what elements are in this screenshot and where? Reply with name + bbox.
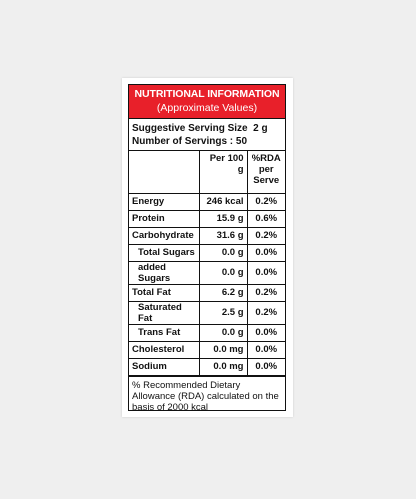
nutrient-rda: 0.0% (246, 357, 285, 376)
label-title: NUTRITIONAL INFORMATION (134, 88, 280, 100)
label-header: NUTRITIONAL INFORMATION (Approximate Val… (129, 85, 285, 119)
nutrient-per-100g: 15.9 g (198, 209, 248, 228)
table-row: Saturated Fat 2.5 g 0.2% (129, 300, 285, 325)
nutrition-panel: NUTRITIONAL INFORMATION (Approximate Val… (128, 84, 286, 413)
nutrient-name: Carbohydrate (129, 226, 200, 245)
nutrient-per-100g: 31.6 g (198, 226, 248, 245)
table-row: Carbohydrate 31.6 g 0.2% (129, 226, 285, 245)
nutrient-name: Trans Fat (129, 323, 200, 342)
label-subtitle: (Approximate Values) (156, 102, 258, 114)
nutrient-name: Saturated Fat (129, 300, 200, 325)
nutrient-name: Sodium (129, 357, 200, 376)
rda-footnote: % Recommended Dietary Allowance (RDA) ca… (129, 375, 285, 416)
nutrient-rda: 0.6% (246, 209, 285, 228)
table-header-row: Per 100 g %RDA per Serve (129, 151, 285, 194)
nutrient-name: Energy (129, 192, 200, 211)
table-row: Total Fat 6.2 g 0.2% (129, 283, 285, 302)
nutrient-per-100g: 0.0 g (198, 243, 248, 262)
table-row: Protein 15.9 g 0.6% (129, 209, 285, 228)
nutrient-per-100g: 0.0 mg (198, 357, 248, 376)
serving-size: Suggestive Serving Size 2 g (132, 123, 268, 134)
serving-count: Number of Servings : 50 (132, 136, 248, 147)
nutrient-per-100g: 0.0 g (198, 260, 248, 285)
table-row: Sodium 0.0 mg 0.0% (129, 357, 285, 376)
table-row: Energy 246 kcal 0.2% (129, 192, 285, 211)
nutrient-per-100g: 246 kcal (198, 192, 248, 211)
nutrient-rda: 0.2% (246, 192, 285, 211)
nutrient-rda: 0.0% (246, 260, 285, 285)
nutrition-label-card: NUTRITIONAL INFORMATION (Approximate Val… (122, 78, 293, 417)
nutrient-rda: 0.0% (246, 340, 285, 359)
nutrient-rda: 0.2% (246, 300, 285, 325)
nutrient-rda: 0.0% (246, 323, 285, 342)
nutrient-name: Total Sugars (129, 243, 200, 262)
serving-info: Suggestive Serving Size 2 g Number of Se… (129, 119, 285, 151)
rda-column-header: %RDA per Serve (246, 151, 285, 194)
table-row: added Sugars 0.0 g 0.0% (129, 260, 285, 285)
per-100g-column-header: Per 100 g (198, 151, 248, 194)
nutrient-rda: 0.2% (246, 283, 285, 302)
nutrient-name: Total Fat (129, 283, 200, 302)
nutrient-per-100g: 2.5 g (198, 300, 248, 325)
table-row: Trans Fat 0.0 g 0.0% (129, 323, 285, 342)
nutrient-per-100g: 6.2 g (198, 283, 248, 302)
table-row: Cholesterol 0.0 mg 0.0% (129, 340, 285, 359)
nutrition-table: Per 100 g %RDA per Serve Energy 246 kcal 0… (129, 151, 285, 376)
nutrient-name: Protein (129, 209, 200, 228)
nutrient-rda: 0.2% (246, 226, 285, 245)
table-row: Total Sugars 0.0 g 0.0% (129, 243, 285, 262)
nutrient-name: Cholesterol (129, 340, 200, 359)
nutrient-rda: 0.0% (246, 243, 285, 262)
nutrient-per-100g: 0.0 mg (198, 340, 248, 359)
nutrient-per-100g: 0.0 g (198, 323, 248, 342)
nutrient-column-header (129, 151, 200, 194)
nutrient-name: added Sugars (129, 260, 200, 285)
